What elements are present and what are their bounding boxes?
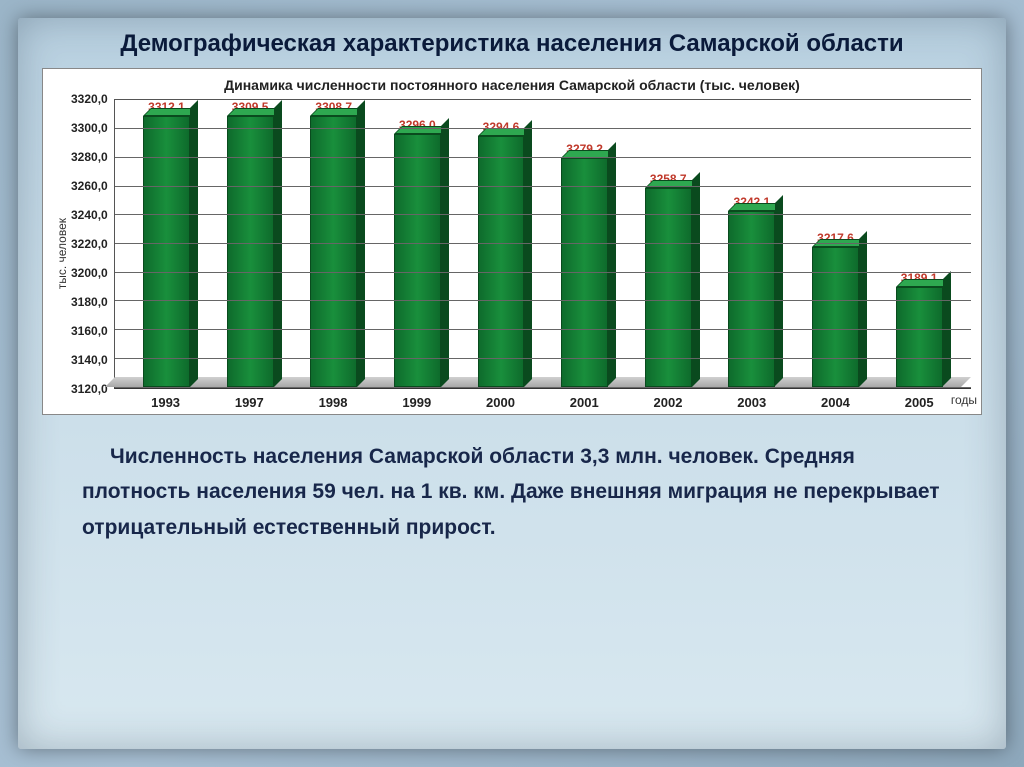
gridline: [115, 300, 971, 301]
gridline: [115, 128, 971, 129]
bar-front: [645, 188, 692, 387]
gridline: [115, 387, 971, 388]
bar-front: [728, 211, 775, 386]
gridline: [115, 243, 971, 244]
x-tick: 2002: [626, 395, 710, 410]
x-tick: 2005: [877, 395, 961, 410]
gridline: [115, 214, 971, 215]
x-axis-label: годы: [951, 393, 977, 407]
bar-front: [896, 287, 943, 386]
bar-front: [478, 136, 525, 387]
x-tick: 2004: [794, 395, 878, 410]
bar-side-3d: [692, 172, 700, 387]
bar-front: [394, 134, 441, 387]
slide-frame: Демографическая характеристика населения…: [0, 0, 1024, 767]
bar: [896, 287, 943, 386]
bar-side-3d: [608, 142, 616, 386]
gridline: [115, 358, 971, 359]
bar: [812, 247, 859, 387]
gridline: [115, 186, 971, 187]
chart-container: Динамика численности постоянного населен…: [42, 68, 982, 415]
x-tick: 2000: [459, 395, 543, 410]
bar: [728, 211, 775, 386]
x-tick: 2003: [710, 395, 794, 410]
main-title: Демографическая характеристика населения…: [42, 30, 982, 58]
title-block: Демографическая характеристика населения…: [42, 26, 982, 64]
bar: [645, 188, 692, 387]
bar-side-3d: [524, 120, 532, 387]
x-tick: 1993: [124, 395, 208, 410]
slide-paper: Демографическая характеристика населения…: [18, 18, 1006, 749]
x-tick: 1997: [207, 395, 291, 410]
plot-area: 3312,13309,53308,73296,03294,63279,23258…: [114, 99, 971, 389]
x-tick: 2001: [542, 395, 626, 410]
bar-front: [812, 247, 859, 387]
chart-subtitle: Динамика численности постоянного населен…: [53, 75, 971, 99]
bar-side-3d: [441, 118, 449, 387]
gridline: [115, 157, 971, 158]
x-tick: 1998: [291, 395, 375, 410]
plot-wrap: 3312,13309,53308,73296,03294,63279,23258…: [114, 99, 971, 410]
y-axis-label: тыс. человек: [53, 218, 71, 289]
gridline: [115, 272, 971, 273]
x-axis-ticks: 1993199719981999200020012002200320042005: [114, 389, 971, 410]
gridline: [115, 329, 971, 330]
bar: [394, 134, 441, 387]
caption-text: Численность населения Самарской области …: [82, 439, 942, 546]
caption-block: Численность населения Самарской области …: [42, 415, 982, 546]
bar-side-3d: [859, 231, 867, 387]
x-tick: 1999: [375, 395, 459, 410]
chart-body: тыс. человек 3320,03300,03280,03260,0324…: [53, 99, 971, 410]
y-axis-ticks: 3320,03300,03280,03260,03240,03220,03200…: [71, 99, 114, 389]
bar: [478, 136, 525, 387]
